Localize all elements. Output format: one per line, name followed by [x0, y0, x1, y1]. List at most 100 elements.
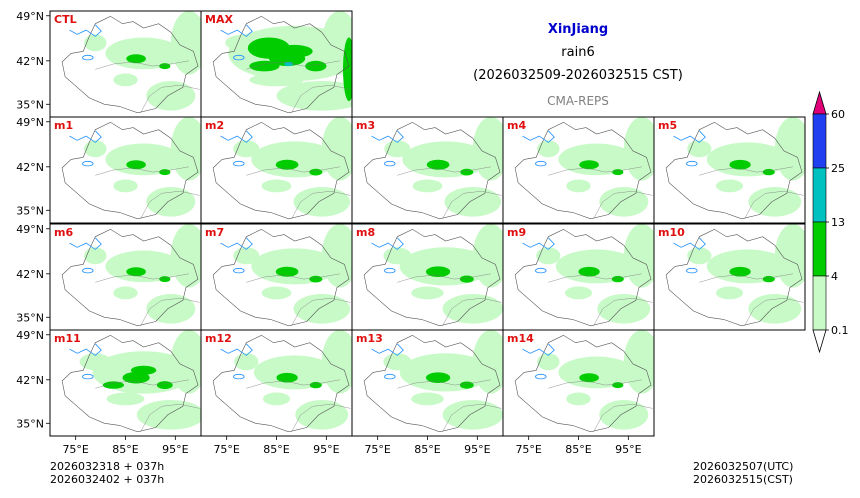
lake-outline [535, 267, 547, 274]
map-panel-m7: m7 [200, 223, 353, 331]
precip-light [564, 286, 593, 300]
lake-outline [673, 130, 706, 143]
lake-outline [673, 237, 706, 250]
precip-moderate [762, 275, 775, 283]
prefecture-boundary [744, 190, 804, 219]
precip-light [293, 187, 351, 217]
province-boundary [61, 334, 199, 433]
y-tick-label: 42°N [16, 55, 44, 68]
province-boundary [212, 15, 350, 114]
precip-moderate [578, 266, 600, 277]
precip-moderate [579, 373, 599, 383]
lake-outline [522, 237, 555, 250]
precip-moderate [275, 266, 299, 277]
panel-frame [653, 116, 806, 224]
panel-label-m10: m10 [658, 226, 685, 239]
prefecture-boundary [140, 84, 200, 113]
map-panel-m3: m3 [351, 116, 504, 224]
prefecture-boundary [246, 379, 340, 389]
map-panel-m2: m2 [200, 116, 353, 224]
y-tick-label: 42°N [16, 374, 44, 387]
precip-light [715, 179, 744, 193]
x-tick-label: 85°E [112, 443, 138, 456]
prefecture-boundary [442, 190, 502, 219]
precip-moderate [102, 381, 124, 389]
lake-outline [686, 160, 698, 167]
precip-moderate [426, 266, 451, 278]
lake-outline [82, 267, 94, 274]
y-tick-label: 49°N [16, 10, 44, 23]
province-boundary [61, 121, 199, 220]
precip-light [384, 140, 411, 158]
prefecture-boundary [548, 273, 642, 283]
prefecture-boundary [699, 166, 793, 176]
precip-light [234, 353, 259, 371]
y-tick-label: 49°N [16, 329, 44, 342]
precip-light [599, 400, 649, 430]
panel-label-m12: m12 [205, 332, 232, 345]
precip-moderate [459, 275, 474, 283]
province-boundary [514, 228, 652, 327]
precip-moderate [309, 275, 323, 283]
prefecture-boundary [593, 190, 653, 219]
precip-field [514, 224, 654, 327]
precip-field [514, 330, 654, 433]
precip-moderate [275, 159, 299, 170]
prefecture-boundary [291, 84, 351, 113]
prefecture-boundary [593, 297, 653, 326]
lake-outline [535, 373, 547, 380]
precip-light [105, 37, 182, 70]
lake-outline [522, 130, 555, 143]
province-boundary [363, 121, 501, 220]
precip-heavy [284, 61, 294, 67]
panel-label-m13: m13 [356, 332, 383, 345]
province-boundary [212, 228, 350, 327]
precip-light [774, 224, 805, 288]
lake-outline [69, 24, 102, 37]
precip-light [599, 187, 649, 217]
province-boundary [212, 121, 350, 220]
lake-outline [82, 54, 94, 61]
prefecture-boundary [95, 60, 189, 70]
prefecture-boundary [548, 166, 642, 176]
x-tick-label: 95°E [464, 443, 490, 456]
precip-light [774, 117, 805, 181]
province-boundary [363, 228, 501, 327]
province-boundary [665, 121, 803, 220]
prefecture-boundary [397, 273, 491, 283]
lake-outline [371, 130, 404, 143]
y-tick-label: 49°N [16, 116, 44, 129]
valid-period: (2026032509-2026032515 CST) [473, 68, 683, 83]
colorbar-label: 13 [831, 216, 845, 229]
precip-moderate [729, 159, 751, 170]
province-boundary [514, 121, 652, 220]
lake-outline [233, 267, 245, 274]
precip-field [665, 224, 805, 327]
precip-moderate [159, 169, 171, 176]
precip-light [411, 392, 444, 406]
colorbar-label: 0.1 [831, 324, 849, 337]
prefecture-boundary [95, 273, 189, 283]
precip-light [748, 294, 802, 324]
precip-light [261, 286, 292, 300]
model-name: CMA-REPS [547, 94, 609, 108]
precip-light [402, 141, 489, 178]
precip-light [146, 187, 196, 217]
precip-light [442, 400, 503, 430]
precip-light [623, 330, 654, 394]
prefecture-boundary [442, 297, 502, 326]
precip-moderate [159, 63, 171, 70]
map-panel-m1: m1 [49, 116, 202, 224]
x-tick-label: 75°E [364, 443, 390, 456]
precip-light [537, 140, 560, 158]
precip-field [665, 117, 805, 220]
x-tick-label: 85°E [414, 443, 440, 456]
precip-light [106, 392, 145, 406]
lake-outline [220, 343, 253, 356]
valid-time-utc: 2026032507(UTC) [693, 460, 794, 473]
panel-label-m8: m8 [356, 226, 375, 239]
lake-outline [69, 343, 102, 356]
precip-light [105, 250, 182, 283]
precip-light [623, 117, 654, 181]
